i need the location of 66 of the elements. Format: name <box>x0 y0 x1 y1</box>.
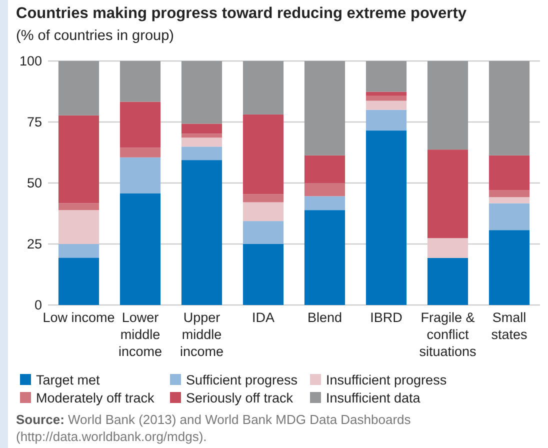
chart-title: Countries making progress toward reducing extreme poverty <box>16 5 467 22</box>
bar <box>366 92 407 96</box>
bar <box>242 194 284 202</box>
bar <box>181 124 222 134</box>
bar <box>304 155 346 184</box>
bar <box>366 61 407 92</box>
bar <box>120 61 161 102</box>
bar <box>242 221 284 244</box>
bar <box>366 100 407 110</box>
y-tick-label: 75 <box>26 114 42 130</box>
y-tick-label: 50 <box>26 176 42 191</box>
x-tick-label: Fragile & conflict situations <box>419 310 477 359</box>
bar <box>488 190 530 198</box>
bar <box>120 102 161 148</box>
bar <box>304 210 346 305</box>
bar <box>366 96 407 101</box>
bar <box>427 258 468 305</box>
bar <box>120 193 161 305</box>
bar <box>366 130 407 305</box>
x-tick-label: IBRD <box>370 310 403 325</box>
bar <box>120 157 161 194</box>
legend-label: Insufficient data <box>326 390 421 406</box>
bar <box>304 196 346 210</box>
bar <box>427 150 468 238</box>
bar <box>120 148 161 158</box>
bar <box>488 61 530 156</box>
bar <box>242 61 284 114</box>
x-tick-label: Lower middle income <box>118 310 162 359</box>
bar <box>488 197 530 204</box>
bar <box>58 210 100 244</box>
bar <box>304 183 346 196</box>
legend-label: Target met <box>36 372 100 388</box>
y-tick-label: 100 <box>19 54 42 69</box>
x-tick-label: Upper middle income <box>180 310 224 359</box>
bar <box>427 238 468 258</box>
bar <box>488 203 530 230</box>
bar <box>58 203 100 210</box>
bar <box>58 115 100 204</box>
bar <box>242 244 284 305</box>
y-tick-label: 25 <box>26 236 42 252</box>
bar <box>181 134 222 138</box>
bar <box>58 258 100 305</box>
bar <box>427 61 468 150</box>
bar <box>181 61 222 124</box>
bar <box>366 110 407 131</box>
legend-label: Sufficient progress <box>186 372 298 388</box>
source-note: Source: World Bank (2013) and World Bank MDG Data Dashboards (http://data.worldbank.org/mdgs). <box>16 412 412 444</box>
bar <box>304 61 346 156</box>
x-tick-label: Small states <box>491 310 528 342</box>
x-tick-label: Blend <box>307 310 342 325</box>
bar <box>488 230 530 305</box>
bar <box>488 155 530 190</box>
bar <box>58 244 100 258</box>
bar <box>58 61 100 116</box>
bar <box>181 146 222 160</box>
x-tick-label: IDA <box>252 310 275 325</box>
bar <box>242 202 284 222</box>
y-tick-label: 0 <box>34 298 42 313</box>
bar <box>181 160 222 305</box>
bar <box>242 114 284 194</box>
chart-subtitle: (% of countries in group) <box>16 28 174 44</box>
x-tick-label: Low income <box>42 310 115 325</box>
legend-label: Moderately off track <box>36 390 155 406</box>
bar <box>181 138 222 147</box>
legend-label: Insufficient progress <box>326 372 447 388</box>
legend-label: Seriously off track <box>186 390 294 406</box>
